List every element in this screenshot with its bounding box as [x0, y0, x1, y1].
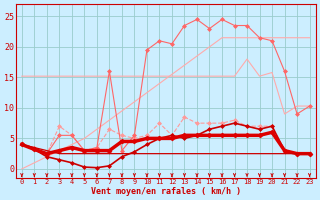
X-axis label: Vent moyen/en rafales ( km/h ): Vent moyen/en rafales ( km/h )	[91, 187, 241, 196]
